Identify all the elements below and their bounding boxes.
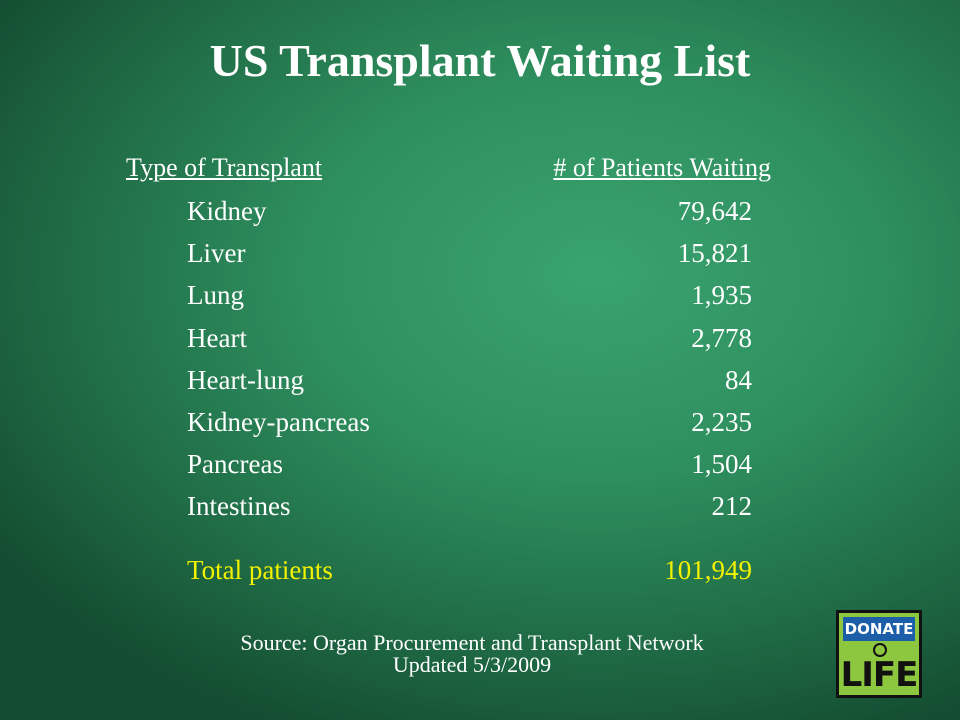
source: Source: Organ Procurement and Transplant… [240, 630, 704, 655]
total-label: Total patients [187, 555, 333, 585]
row-value: 15,821 [677, 238, 752, 269]
row-label: Liver [187, 238, 246, 269]
row-label: Kidney [187, 196, 267, 226]
row-value: 2,778 [691, 322, 752, 353]
column-header: Type of Transplant [126, 153, 323, 182]
row-value: 1,504 [691, 449, 752, 480]
row-label: Heart [187, 322, 247, 353]
title: US Transplant Waiting List [209, 35, 751, 86]
row-label: Heart-lung [187, 364, 304, 395]
logo-text: DONATE [843, 617, 915, 641]
row-value: 79,642 [677, 196, 752, 226]
logo-text: LIFE [840, 655, 919, 695]
column-header: # of Patients Waiting [553, 153, 771, 182]
row-value: 84 [725, 364, 752, 395]
total-value: 101,949 [664, 555, 752, 585]
row-label: Kidney-pancreas [187, 407, 370, 437]
row-value: 2,235 [691, 407, 752, 437]
row-value: 1,935 [691, 280, 752, 311]
row-label: Pancreas [187, 449, 283, 480]
row-label: Lung [187, 280, 244, 311]
updated: Updated 5/3/2009 [392, 652, 552, 677]
logo: DONATE LIFE [836, 610, 922, 698]
row-label: Intestines [187, 491, 291, 522]
row-value: 212 [711, 491, 753, 522]
logo-swirl [873, 643, 887, 657]
